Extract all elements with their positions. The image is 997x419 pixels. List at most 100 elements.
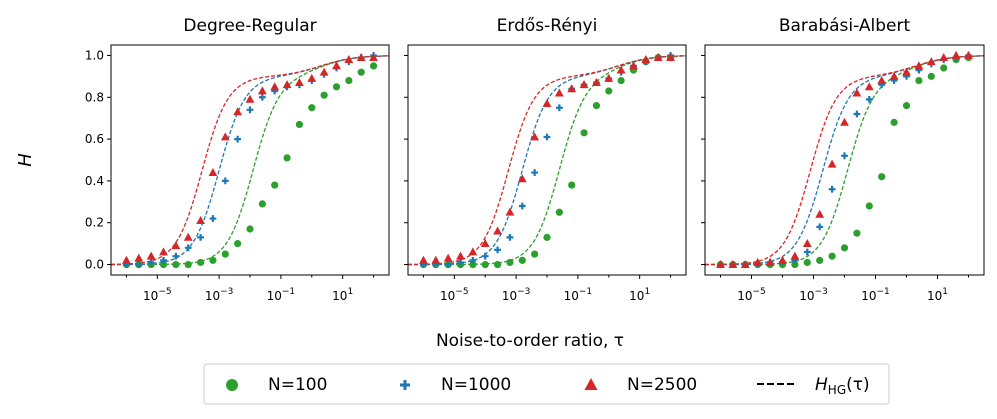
point-triangle (356, 52, 366, 61)
point-triangle (468, 247, 478, 256)
point-triangle (122, 255, 131, 264)
point-triangle (369, 52, 378, 61)
point-triangle (765, 257, 775, 266)
point-triangle (740, 259, 750, 268)
point-triangle (443, 253, 453, 262)
point-circle (246, 225, 254, 233)
point-triangle (567, 84, 577, 93)
point-plus (816, 223, 824, 231)
axes-frame (110, 44, 390, 276)
point-circle (878, 173, 886, 181)
point-circle (791, 260, 799, 269)
point-triangle (716, 259, 725, 268)
point-triangle (778, 255, 787, 264)
point-triangle (493, 226, 502, 235)
point-circle (927, 72, 935, 80)
point-triangle (505, 207, 515, 216)
point-circle (803, 258, 811, 267)
panel-3: Barabási-Albert 10−5 10−3 10−1 101 (701, 16, 985, 303)
legend-label: N=1000 (441, 375, 511, 395)
point-triangle (653, 52, 663, 61)
x-tick-label: 10−1 (564, 287, 593, 303)
point-plus (506, 233, 514, 241)
point-triangle (183, 232, 193, 241)
point-triangle (220, 132, 230, 141)
legend-entry: N=100 (226, 375, 327, 395)
point-triangle (233, 107, 243, 116)
point-circle (853, 229, 861, 237)
x-tick-label: 101 (332, 287, 353, 303)
point-triangle (344, 55, 354, 64)
point-triangle (815, 209, 825, 218)
point-triangle (889, 71, 899, 80)
point-plus (221, 177, 229, 185)
point-circle (580, 129, 588, 137)
point-circle (592, 102, 601, 110)
point-circle (828, 252, 836, 260)
panels: Degree-Regular 0.0 0.2 0.4 0.6 0.8 1.0 10−5 10−3… (85, 16, 985, 303)
point-plus (444, 261, 452, 268)
point-triangle (666, 52, 675, 61)
point-plus (469, 256, 477, 264)
point-plus (828, 185, 836, 193)
y-axis-label: H (15, 153, 36, 167)
y-tick-label: 0.8 (85, 90, 104, 104)
point-circle (469, 260, 477, 269)
theory-curve (408, 55, 686, 266)
point-circle (940, 64, 948, 72)
x-tick-label: 10−5 (737, 287, 766, 303)
legend-label: HHG(τ) (815, 375, 870, 397)
point-triangle (257, 86, 267, 95)
y-tick-label: 0.4 (85, 174, 104, 188)
point-triangle (307, 73, 317, 82)
series-plus (717, 52, 972, 268)
point-triangle (579, 80, 589, 89)
series-triangle (122, 52, 378, 264)
point-circle (369, 62, 378, 70)
series-triangle (419, 52, 675, 264)
point-plus (865, 95, 873, 103)
point-circle (493, 260, 502, 269)
point-triangle (951, 50, 961, 59)
point-plus (135, 261, 143, 268)
panel-title: Barabási-Albert (779, 16, 911, 36)
point-plus (246, 106, 254, 114)
point-circle (902, 102, 911, 110)
point-plus (197, 233, 204, 241)
series-circle (716, 53, 973, 269)
point-circle (283, 154, 291, 162)
point-triangle (419, 255, 428, 264)
point-triangle (480, 239, 490, 248)
theory-curve (111, 55, 389, 266)
point-triangle (517, 174, 527, 183)
point-circle (196, 258, 205, 267)
point-triangle (827, 159, 837, 168)
point-triangle (431, 255, 441, 264)
point-plus (258, 93, 266, 101)
point-triangle (802, 239, 812, 248)
point-circle (481, 260, 489, 269)
x-tick-label: 10−5 (440, 287, 469, 303)
point-triangle (245, 94, 255, 103)
point-triangle (864, 82, 874, 91)
point-triangle (542, 98, 552, 107)
point-circle (865, 202, 873, 210)
point-triangle (208, 167, 218, 176)
panel-title: Degree-Regular (183, 16, 316, 36)
point-plus (543, 133, 551, 141)
theory-curve (111, 55, 389, 266)
theory-curves (705, 55, 984, 266)
point-plus (147, 259, 155, 266)
point-circle (617, 76, 625, 85)
x-tick-label: 10−3 (205, 287, 234, 303)
series-triangle (716, 50, 973, 268)
point-circle (209, 256, 217, 264)
panel-2: Erdős-Rényi 10−5 10−3 10−1 101 (404, 16, 687, 303)
point-triangle (926, 57, 936, 66)
x-axis-label: Noise-to-order ratio, τ (436, 331, 624, 351)
point-triangle (196, 216, 205, 225)
point-triangle (171, 241, 181, 250)
axes-frame (407, 44, 687, 276)
legend-label: N=100 (268, 375, 327, 395)
point-triangle (282, 80, 292, 89)
